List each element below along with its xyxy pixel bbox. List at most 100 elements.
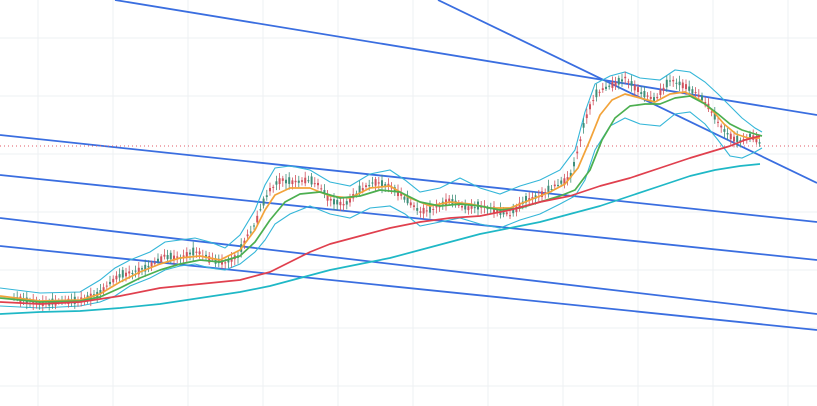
candle-body-77 <box>259 209 262 211</box>
candle-body-111 <box>368 185 371 187</box>
candle-body-122 <box>403 196 406 200</box>
candle-body-45 <box>157 258 159 262</box>
candle-body-81 <box>272 186 275 188</box>
candle-body-213 <box>694 92 697 94</box>
candle-body-200 <box>653 97 655 102</box>
candle-body-91 <box>304 177 307 184</box>
candle-body-94 <box>313 183 316 185</box>
candle-body-101 <box>336 199 339 205</box>
candle-body-179 <box>585 114 588 119</box>
candle-body-228 <box>742 138 745 140</box>
candle-body-100 <box>333 199 335 205</box>
candle-body-157 <box>515 206 518 213</box>
candle-body-182 <box>595 89 598 98</box>
candle-body-170 <box>557 184 559 186</box>
candle-body-224 <box>729 133 732 140</box>
candle-body-30 <box>109 281 111 285</box>
candle-body-27 <box>99 290 102 295</box>
candle-body-34 <box>121 270 124 278</box>
trendline-2 <box>437 0 817 184</box>
candle-body-75 <box>253 225 255 227</box>
candle-body-67 <box>227 259 230 263</box>
candle-body-202 <box>659 89 662 95</box>
sma-mid-line <box>0 95 763 303</box>
candle-body-35 <box>125 272 127 277</box>
bb-upper-line <box>0 69 763 294</box>
candle-body-112 <box>371 182 374 184</box>
candle-body-175 <box>573 161 575 167</box>
candle-body-222 <box>723 129 726 132</box>
candle-body-173 <box>566 177 569 181</box>
candle-body-47 <box>163 254 166 257</box>
candle-body-86 <box>288 177 291 184</box>
candle-body-97 <box>323 190 326 193</box>
candle-body-114 <box>377 182 380 184</box>
candle-body-194 <box>633 85 636 91</box>
candle-body-117 <box>387 183 390 187</box>
candle-body-219 <box>713 112 716 120</box>
candle-body-148 <box>486 207 489 210</box>
candle-body-32 <box>115 275 118 280</box>
candle-body-66 <box>224 262 227 264</box>
candle-body-46 <box>160 256 163 262</box>
candle-body-23 <box>86 295 89 298</box>
candle-body-226 <box>736 135 739 143</box>
candle-body-125 <box>413 205 415 207</box>
trendline-6 <box>0 245 817 331</box>
candle-body-128 <box>422 207 425 214</box>
candle-body-161 <box>528 198 531 201</box>
candle-body-211 <box>688 86 691 91</box>
candle-body-174 <box>569 172 572 178</box>
candle-body-73 <box>246 234 249 237</box>
candle-body-193 <box>630 81 633 86</box>
candle-body-40 <box>141 268 143 270</box>
candle-body-153 <box>502 212 505 215</box>
candle-body-143 <box>470 204 473 209</box>
candle-body-220 <box>717 121 719 123</box>
candle-body-61 <box>208 255 211 263</box>
candle-body-93 <box>310 176 313 185</box>
candle-body-168 <box>550 188 553 190</box>
candle-body-37 <box>131 272 134 274</box>
candle-body-80 <box>269 188 271 192</box>
trendline-1 <box>114 0 817 116</box>
candle-body-192 <box>627 81 630 83</box>
candle-body-54 <box>185 252 188 258</box>
candle-body-60 <box>205 254 207 258</box>
candle-body-130 <box>429 204 431 213</box>
candle-body-129 <box>425 210 428 212</box>
candle-body-215 <box>701 95 703 101</box>
candle-body-178 <box>582 123 585 128</box>
candle-body-123 <box>406 196 409 204</box>
candle-body-203 <box>662 87 665 91</box>
candle-body-48 <box>166 255 169 260</box>
candle-body-126 <box>416 208 419 211</box>
candle-body-25 <box>93 294 95 296</box>
candle-body-208 <box>678 81 681 86</box>
candle-body-56 <box>192 247 195 256</box>
candle-body-99 <box>329 198 332 201</box>
candle-body-206 <box>672 79 675 82</box>
candle-body-120 <box>397 190 399 197</box>
candle-body-83 <box>278 178 281 185</box>
candle-body-212 <box>691 89 694 94</box>
candle-body-28 <box>102 287 105 293</box>
candle-body-42 <box>147 265 150 268</box>
moving-averages <box>0 91 763 315</box>
candle-body-132 <box>435 205 438 208</box>
trendline-3 <box>0 134 817 223</box>
candle-body-64 <box>217 258 220 264</box>
candle-body-124 <box>409 202 412 206</box>
candle-body-49 <box>169 252 172 260</box>
candle-body-187 <box>611 81 614 88</box>
candle-body-188 <box>614 82 617 86</box>
candle-body-89 <box>297 180 300 183</box>
candle-body-113 <box>374 179 377 186</box>
candle-body-218 <box>710 111 713 113</box>
candle-body-85 <box>285 179 287 184</box>
candle-body-183 <box>598 91 601 93</box>
candle-body-92 <box>307 180 310 182</box>
